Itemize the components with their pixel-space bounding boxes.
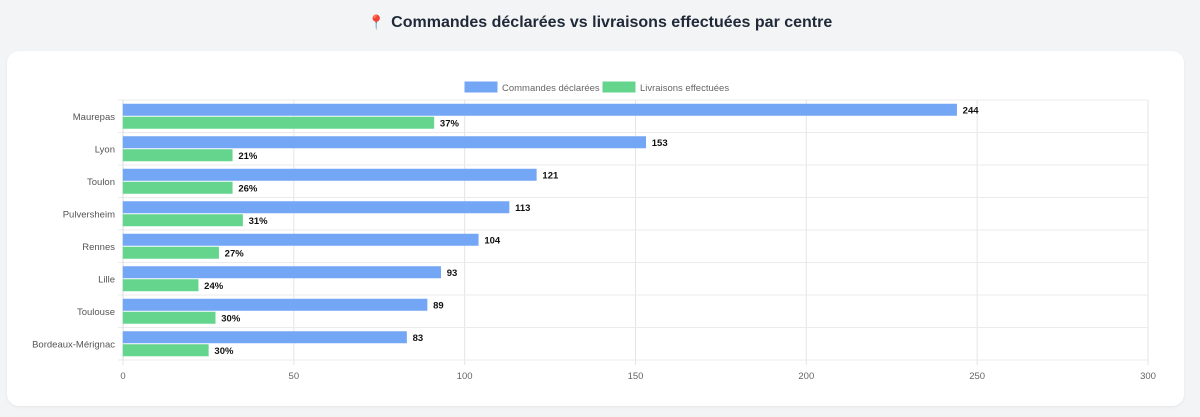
legend-item[interactable]: Commandes déclarées (464, 81, 600, 94)
data-label: 153 (652, 138, 668, 149)
data-label: 30% (221, 314, 241, 325)
bar-livraisons (122, 246, 219, 259)
category-label: Lille (98, 274, 115, 285)
legend: Commandes déclarées Livraisons effectuées (464, 81, 729, 94)
bar-livraisons (122, 311, 216, 324)
data-label: 113 (515, 203, 530, 214)
bar-commandes (122, 266, 441, 279)
x-tick-label: 100 (457, 371, 473, 382)
category-label: Maurepas (73, 112, 115, 123)
bar-livraisons (122, 214, 243, 227)
bar-commandes (122, 168, 537, 181)
data-label: 83 (413, 333, 424, 344)
bar-livraisons (122, 181, 233, 194)
page-title: 📍 Commandes déclarées vs livraisons effec… (0, 11, 1200, 34)
data-label: 27% (225, 249, 245, 260)
bar-chart: Commandes déclarées Livraisons effectuées… (32, 81, 1156, 383)
legend-swatch (464, 81, 498, 93)
category-label: Lyon (95, 144, 115, 155)
category-label: Pulversheim (63, 209, 115, 220)
bar-commandes (122, 201, 510, 214)
bar-commandes (122, 103, 957, 116)
legend-label: Livraisons effectuées (640, 83, 729, 94)
x-tick-label: 300 (1140, 371, 1156, 382)
x-tick-label: 150 (628, 371, 644, 382)
data-label: 37% (440, 119, 460, 130)
category-label: Toulon (87, 177, 115, 188)
data-label: 30% (214, 346, 234, 357)
chart-card: Commandes déclarées Livraisons effectuées… (7, 51, 1184, 406)
data-label: 93 (447, 268, 458, 279)
x-tick-label: 0 (120, 371, 125, 382)
category-label: Toulouse (77, 307, 115, 318)
x-tick-label: 200 (798, 371, 814, 382)
x-tick-label: 250 (969, 371, 985, 382)
legend-item[interactable]: Livraisons effectuées (602, 81, 729, 94)
data-label: 89 (433, 301, 444, 312)
bar-livraisons (122, 149, 233, 162)
data-label: 21% (238, 151, 258, 162)
legend-swatch (602, 81, 636, 93)
legend-label: Commandes déclarées (502, 83, 600, 94)
bars (122, 103, 957, 357)
data-label: 26% (238, 184, 258, 195)
data-label: 244 (963, 106, 980, 117)
category-label: Rennes (82, 242, 115, 253)
bar-livraisons (122, 116, 435, 129)
category-label: Bordeaux-Mérignac (32, 339, 115, 350)
data-label: 24% (204, 281, 224, 292)
data-label: 104 (484, 236, 501, 247)
data-label: 31% (249, 216, 269, 227)
bar-livraisons (122, 344, 209, 357)
labels: 0 50 100 150 200 250 300 Maurepas 244 37% Lyon 153 2… (32, 106, 1156, 383)
bar-commandes (122, 331, 407, 344)
chart-title: Commandes déclarées vs livraisons effect… (391, 14, 833, 31)
map-pin-icon: 📍 (367, 14, 386, 30)
data-label: 121 (542, 171, 559, 182)
bar-commandes (122, 233, 479, 246)
x-tick-label: 50 (289, 371, 300, 382)
grid-lines (118, 99, 1149, 365)
bar-commandes (122, 136, 646, 149)
bar-livraisons (122, 279, 199, 292)
bar-commandes (122, 298, 428, 311)
